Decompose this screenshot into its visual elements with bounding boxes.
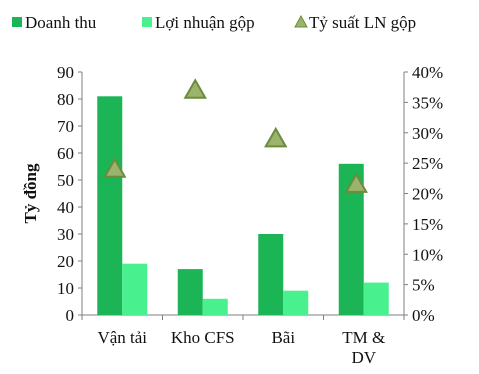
y-tick-label: 0 bbox=[66, 306, 75, 325]
bar-loi-nhuan-gop bbox=[283, 290, 309, 315]
y2-tick-label: 15% bbox=[412, 215, 443, 234]
y2-tick-label: 25% bbox=[412, 154, 443, 173]
legend-label: Doanh thu bbox=[25, 13, 97, 32]
y-tick-label: 80 bbox=[57, 90, 74, 109]
legend-label: Tỷ suất LN gộp bbox=[309, 13, 416, 32]
y-tick-label: 30 bbox=[57, 225, 74, 244]
legend-swatch bbox=[142, 17, 152, 27]
bar-loi-nhuan-gop bbox=[122, 263, 148, 315]
legend-swatch bbox=[12, 17, 22, 27]
y-tick-label: 20 bbox=[57, 252, 74, 271]
bar-doanh-thu bbox=[258, 234, 284, 315]
legend-label: Lợi nhuận gộp bbox=[155, 13, 255, 32]
y-tick-label: 40 bbox=[57, 198, 74, 217]
y-tick-label: 10 bbox=[57, 279, 74, 298]
y2-tick-label: 5% bbox=[412, 276, 435, 295]
y2-tick-label: 10% bbox=[412, 245, 443, 264]
marker-ty-suat-ln-gop bbox=[344, 172, 368, 193]
marker-ty-suat-ln-gop bbox=[264, 126, 288, 148]
legend-swatch bbox=[294, 14, 308, 28]
bar-doanh-thu bbox=[177, 269, 203, 315]
x-tick-label: Vận tải bbox=[97, 328, 147, 347]
y-axis-title: Tỷ đồng bbox=[21, 163, 40, 223]
x-tick-label: Bãi bbox=[271, 328, 295, 347]
y-tick-label: 60 bbox=[57, 144, 74, 163]
y2-tick-label: 35% bbox=[412, 93, 443, 112]
y2-tick-label: 40% bbox=[412, 63, 443, 82]
bar-doanh-thu bbox=[97, 96, 123, 315]
marker-ty-suat-ln-gop bbox=[103, 157, 127, 178]
marker-ty-suat-ln-gop bbox=[183, 78, 207, 99]
y-tick-label: 70 bbox=[57, 117, 74, 136]
y-tick-label: 90 bbox=[57, 63, 74, 82]
y2-tick-label: 30% bbox=[412, 124, 443, 143]
bar-loi-nhuan-gop bbox=[202, 298, 228, 315]
y2-tick-label: 0% bbox=[412, 306, 435, 325]
x-tick-label-cont: DV bbox=[351, 348, 376, 367]
x-tick-label: Kho CFS bbox=[171, 328, 235, 347]
x-tick-label: TM & bbox=[342, 328, 385, 347]
y2-tick-label: 20% bbox=[412, 185, 443, 204]
y-tick-label: 50 bbox=[57, 171, 74, 190]
bar-loi-nhuan-gop bbox=[363, 282, 389, 315]
